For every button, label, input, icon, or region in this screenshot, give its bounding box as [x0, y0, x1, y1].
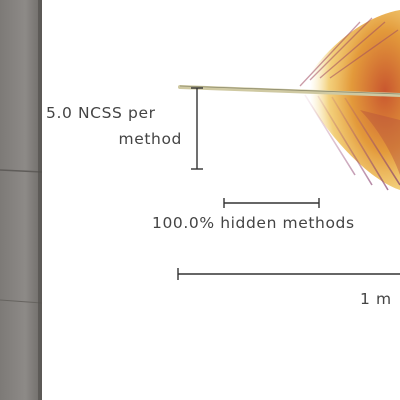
- feather-barbs-lower: [304, 94, 400, 191]
- feather-tip-shadow: [360, 110, 400, 175]
- ncss-label-line2: method: [118, 130, 182, 148]
- hidden-methods-label: 100.0% hidden methods: [152, 214, 355, 232]
- feather-quill: [178, 85, 400, 97]
- wall-background: [0, 0, 42, 400]
- hidden-methods-scale-bar: [223, 198, 320, 208]
- length-scale-bar: [177, 268, 400, 280]
- length-label: 1 m: [360, 290, 392, 308]
- ncss-scale-bar: [191, 87, 203, 170]
- ncss-label-line1: 5.0 NCSS per: [46, 104, 156, 122]
- feather-glyph: [178, 10, 400, 191]
- feather-barbs-upper: [299, 17, 399, 87]
